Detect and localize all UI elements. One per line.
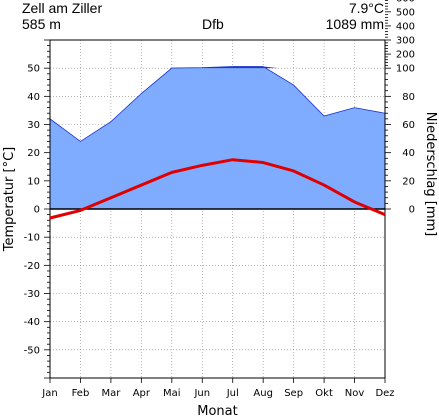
- x-tick-label: Aug: [253, 388, 273, 399]
- y-right-tick-label: 500: [396, 7, 415, 18]
- y-left-tick-label: -20: [24, 261, 40, 272]
- y-right-tick-label: 200: [396, 50, 415, 61]
- x-axis-title: Monat: [197, 404, 237, 418]
- x-tick-label: Jul: [226, 388, 239, 399]
- y-right-tick-label: 40: [402, 148, 415, 159]
- x-tick-label: Apr: [133, 388, 151, 399]
- y-left-tick-label: 20: [27, 148, 40, 159]
- y-right-tick-label: 300: [396, 36, 415, 47]
- y-right-tick-label: 60: [402, 120, 415, 131]
- x-tick-label: Jun: [193, 388, 210, 399]
- precipitation-area: [50, 66, 385, 209]
- y-right-tick-label: 80: [402, 92, 415, 103]
- y-left-tick-label: -30: [24, 289, 40, 300]
- y-left-tick-label: 50: [27, 64, 40, 75]
- elevation: 585 m: [22, 16, 61, 32]
- y-right-tick-label: 400: [396, 21, 415, 32]
- x-tick-label: Dez: [375, 388, 394, 399]
- y-left-tick-label: 40: [27, 92, 40, 103]
- y-left-tick-label: -10: [24, 233, 40, 244]
- y-right-tick-label: 20: [402, 176, 415, 187]
- y-right-tick-label: 600: [396, 0, 415, 4]
- x-tick-label: Feb: [72, 388, 90, 399]
- y-left-tick-label: -50: [24, 345, 40, 356]
- x-tick-label: Okt: [315, 388, 333, 399]
- y-left-tick-label: 0: [34, 205, 40, 216]
- perhumid-area: [232, 66, 264, 69]
- y-left-tick-label: -40: [24, 317, 40, 328]
- x-tick-label: Nov: [345, 388, 365, 399]
- y-right-tick-label: 0: [409, 205, 415, 216]
- x-tick-label: Mar: [101, 388, 121, 399]
- temperature-line: [49, 158, 386, 220]
- perhumid-area: [263, 66, 279, 69]
- label-layer: -50-40-30-20-100102030405002040608010020…: [24, 0, 415, 399]
- mean-temperature: 7.9°C: [348, 0, 384, 16]
- y-left-tick-label: 10: [27, 176, 40, 187]
- x-tick-label: Sep: [284, 388, 303, 399]
- y-axis-title-right: Niederschlag [mm]: [423, 112, 438, 237]
- station-name: Zell am Ziller: [22, 0, 103, 16]
- y-right-tick-label: 100: [396, 64, 415, 75]
- x-tick-label: Jan: [41, 388, 57, 399]
- y-left-tick-label: 30: [27, 120, 40, 131]
- precipitation-fill-layer: [49, 66, 386, 209]
- x-tick-label: Mai: [163, 388, 181, 399]
- perhumid-area: [202, 66, 233, 69]
- perhumid-area: [171, 67, 203, 69]
- y-axis-title-left: Temperatur [°C]: [2, 147, 17, 253]
- climate-class: Dfb: [202, 16, 224, 32]
- annual-precipitation: 1089 mm: [325, 16, 384, 32]
